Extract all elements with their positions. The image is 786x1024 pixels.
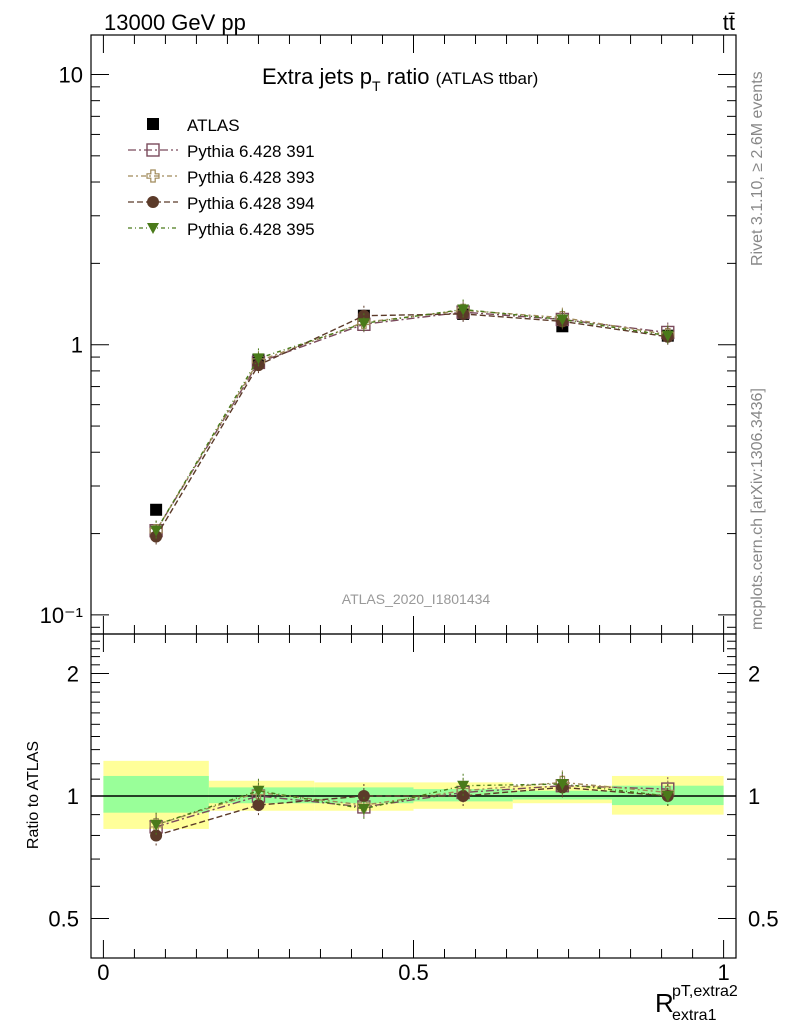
rivet-label: Rivet 3.1.10, ≥ 2.6M events bbox=[749, 71, 766, 266]
svg-text:R: R bbox=[655, 988, 674, 1018]
data-point bbox=[357, 318, 370, 330]
series-line bbox=[155, 308, 668, 532]
ratio-point bbox=[150, 829, 163, 842]
legend-entry: Pythia 6.428 393 bbox=[187, 168, 315, 187]
ratio-y-tick-label: 1 bbox=[67, 784, 79, 809]
x-tick-label: 0.5 bbox=[398, 960, 429, 985]
legend-marker bbox=[146, 169, 160, 183]
ratio-point bbox=[357, 798, 371, 812]
mcplots-label: mcplots.cern.ch [arXiv:1306.3436] bbox=[749, 388, 766, 630]
svg-text:extra1: extra1 bbox=[672, 1007, 717, 1024]
ratio-y-tick-label-right: 1 bbox=[748, 784, 760, 809]
uncertainty-band-inner bbox=[103, 775, 209, 813]
chart-title: Extra jets pT ratio (ATLAS ttbar) bbox=[262, 64, 538, 94]
legend-marker bbox=[146, 143, 160, 157]
ratio-series-line bbox=[155, 784, 668, 828]
svg-text:pT,extra2: pT,extra2 bbox=[672, 983, 738, 1000]
ratio-point bbox=[457, 790, 470, 802]
ratio-point bbox=[457, 780, 470, 792]
data-point bbox=[457, 304, 470, 316]
legend-marker bbox=[147, 196, 159, 208]
x-tick-label: 1 bbox=[717, 960, 729, 985]
data-point bbox=[150, 525, 163, 537]
series-1 bbox=[149, 302, 675, 541]
legend-entry: Pythia 6.428 394 bbox=[187, 194, 315, 213]
series-4 bbox=[150, 299, 674, 541]
legend: ATLAS Pythia 6.428 391 Pythia 6.428 393 Pyt… bbox=[128, 116, 315, 239]
ratio-panel: 0.5 0.5 1 1 2 2 0 0.5 1 bbox=[48, 633, 779, 985]
series-3 bbox=[150, 303, 674, 547]
main-y-tick-label: 1 bbox=[71, 333, 83, 358]
x-axis-label: R pT,extra2 extra1 bbox=[655, 983, 738, 1024]
ratio-point bbox=[357, 803, 370, 815]
legend-entry: Pythia 6.428 395 bbox=[187, 220, 315, 239]
ratio-y-tick-label: 0.5 bbox=[48, 907, 79, 932]
legend-entry: ATLAS bbox=[187, 116, 240, 135]
data-point bbox=[556, 314, 569, 326]
legend-marker bbox=[147, 223, 159, 234]
legend-marker bbox=[147, 118, 159, 130]
series-line bbox=[155, 311, 668, 532]
main-y-tick-label: 10 bbox=[59, 62, 83, 87]
ratio-point bbox=[150, 819, 163, 831]
series-line bbox=[155, 313, 668, 537]
ratio-y-tick-label: 2 bbox=[67, 661, 79, 686]
x-tick-label: 0 bbox=[97, 960, 109, 985]
series-2 bbox=[149, 300, 675, 541]
main-panel: 10⁻¹ 1 10 bbox=[40, 34, 737, 635]
ratio-series-line bbox=[155, 786, 668, 837]
analysis-id: ATLAS_2020_I1801434 bbox=[342, 591, 491, 607]
main-y-tick-label: 10⁻¹ bbox=[40, 603, 83, 628]
ratio-point bbox=[357, 790, 370, 802]
ratio-point bbox=[556, 779, 569, 791]
ratio-y-tick-label-right: 2 bbox=[748, 661, 760, 686]
ratio-point bbox=[252, 785, 265, 797]
data-point bbox=[252, 353, 265, 365]
process-label: tt̄ bbox=[723, 10, 735, 35]
ratio-series-line bbox=[155, 783, 668, 826]
ratio-y-axis-label: Ratio to ATLAS bbox=[25, 741, 42, 849]
legend-entry: Pythia 6.428 391 bbox=[187, 142, 315, 161]
data-point bbox=[150, 503, 163, 516]
beam-label: 13000 GeV pp bbox=[104, 10, 246, 35]
series-line bbox=[155, 309, 668, 532]
ratio-y-tick-label-right: 0.5 bbox=[748, 907, 779, 932]
ratio-point bbox=[252, 799, 265, 812]
ratio-series-3 bbox=[150, 772, 674, 837]
data-point bbox=[661, 330, 674, 342]
ratio-point bbox=[661, 791, 674, 802]
